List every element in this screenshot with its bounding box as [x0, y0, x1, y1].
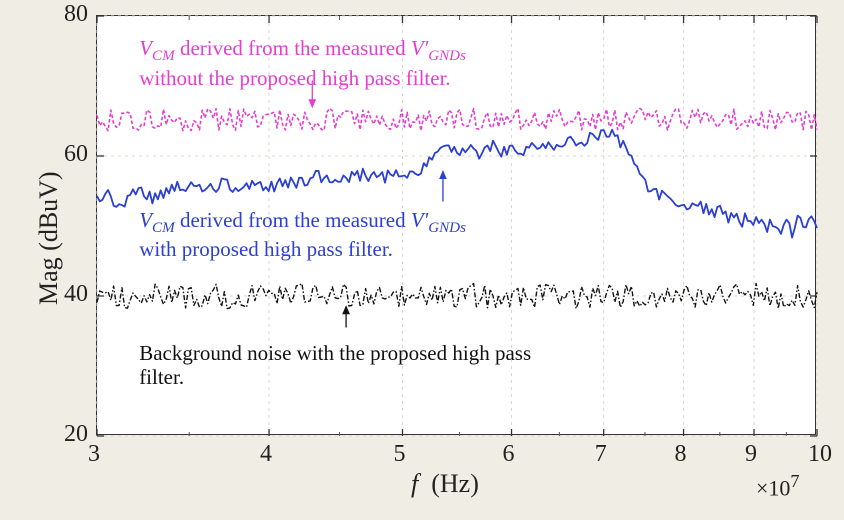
x-tick-label: 10	[808, 441, 832, 468]
y-tick-label: 60	[64, 141, 88, 168]
x-tick-label: 3	[88, 441, 100, 468]
y-tick-label: 40	[64, 281, 88, 308]
x-tick-label: 4	[260, 441, 272, 468]
anno_without: VCM derived from the measured V'GNDswith…	[139, 36, 466, 90]
x-tick-label: 9	[745, 441, 757, 468]
chart-root: Mag (dBuV) f (Hz) ×107 3 4 5 6 7 8 9 10 20 40 60 80…	[0, 0, 844, 520]
x-tick-label: 6	[503, 441, 515, 468]
x-tick-label: 7	[595, 441, 607, 468]
y-axis-label: Mag (dBuV)	[34, 171, 64, 305]
x-axis-label: f (Hz)	[411, 469, 479, 499]
y-tick-label: 20	[64, 421, 88, 448]
x-tick-label: 8	[675, 441, 687, 468]
anno_bg: Background noise with the proposed high …	[139, 341, 531, 389]
anno_with: VCM derived from the measured V'GNDswith…	[139, 208, 466, 262]
x-axis-multiplier: ×107	[756, 471, 800, 501]
y-tick-label: 80	[64, 1, 88, 28]
x-tick-label: 5	[393, 441, 405, 468]
series-vcm_without_filter	[97, 108, 817, 130]
